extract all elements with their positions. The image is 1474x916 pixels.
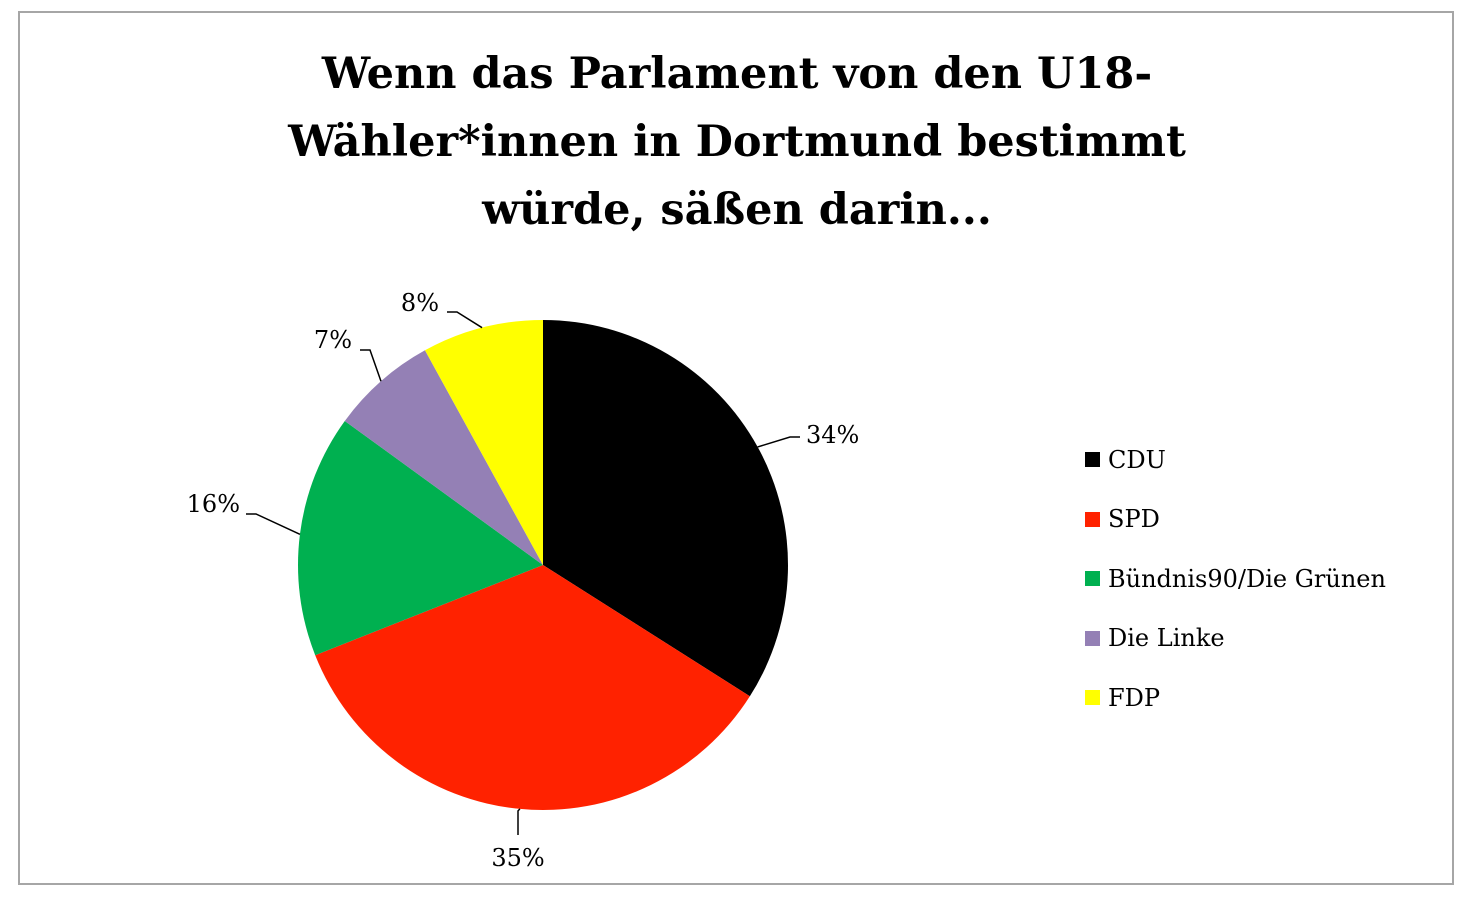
legend-item-gruene: Bündnis90/Die Grünen — [1085, 549, 1386, 609]
chart-title-line-2: Wähler*innen in Dortmund bestimmt — [288, 117, 1186, 167]
legend-label-spd: SPD — [1108, 505, 1160, 534]
legend-item-linke: Die Linke — [1085, 609, 1386, 669]
legend-swatch-gruene — [1085, 571, 1100, 587]
chart-legend: CDU SPD Bündnis90/Die Grünen Die Linke F… — [1085, 430, 1386, 728]
leader-line-fdp — [447, 311, 483, 329]
legend-label-fdp: FDP — [1108, 683, 1161, 712]
data-label-fdp: 8% — [401, 289, 439, 317]
leader-line-cdu — [757, 436, 800, 448]
data-label-spd: 35% — [491, 844, 544, 872]
legend-item-fdp: FDP — [1085, 668, 1386, 728]
chart-title-line-3: würde, säßen darin... — [482, 185, 992, 235]
pie-slice-linke — [344, 350, 543, 565]
data-label-gruene: 16% — [187, 490, 240, 518]
pie-slice-cdu — [543, 320, 788, 697]
legend-item-cdu: CDU — [1085, 430, 1386, 490]
leader-line-linke — [360, 349, 382, 382]
leader-line-gruene — [246, 513, 301, 535]
chart-title-line-1: Wenn das Parlament von den U18- — [321, 49, 1153, 99]
pie-slice-fdp — [424, 320, 543, 565]
data-label-cdu: 34% — [806, 421, 859, 449]
legend-swatch-cdu — [1085, 452, 1100, 468]
leader-line-spd — [517, 808, 521, 835]
legend-swatch-fdp — [1085, 690, 1100, 706]
legend-swatch-linke — [1085, 630, 1100, 646]
pie-slice-gruene — [298, 420, 543, 656]
legend-item-spd: SPD — [1085, 490, 1386, 550]
legend-label-gruene: Bündnis90/Die Grünen — [1108, 564, 1386, 593]
legend-label-linke: Die Linke — [1108, 624, 1225, 653]
chart-title: Wenn das Parlament von den U18- Wähler*i… — [0, 40, 1474, 244]
data-label-linke: 7% — [314, 326, 352, 354]
legend-swatch-spd — [1085, 511, 1100, 527]
legend-label-cdu: CDU — [1108, 445, 1166, 474]
pie-slice-spd — [315, 565, 750, 810]
